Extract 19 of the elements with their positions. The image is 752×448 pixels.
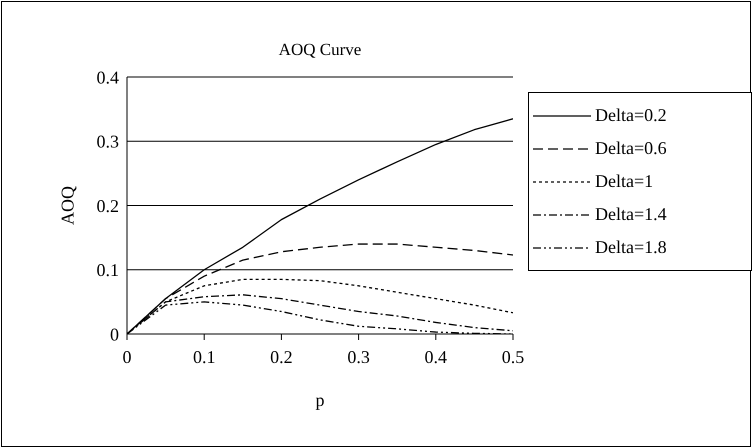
x-tick-label: 0.1 [192,346,216,367]
x-tick-label: 0.3 [347,346,370,367]
y-tick-label: 0.4 [96,67,119,88]
legend-label: Delta=0.6 [595,138,667,159]
x-tick-label: 0.4 [424,346,448,367]
x-tick-label: 0.2 [270,346,293,367]
y-tick-label: 0.3 [96,132,119,152]
x-tick-label: 0 [122,346,132,367]
legend-label: Delta=0.2 [595,105,667,126]
legend-label: Delta=1.4 [595,204,667,225]
y-tick-label: 0.2 [96,196,119,216]
legend-label: Delta=1.8 [595,237,667,258]
chart-title: AOQ Curve [278,40,362,60]
x-tick-label: 0.5 [502,346,524,367]
y-axis-title: AOQ [57,186,78,225]
y-tick-label: 0.1 [96,260,119,280]
y-tick-label: 0 [110,324,119,344]
x-axis-title: p [316,390,324,410]
legend-label: Delta=1 [595,171,654,192]
